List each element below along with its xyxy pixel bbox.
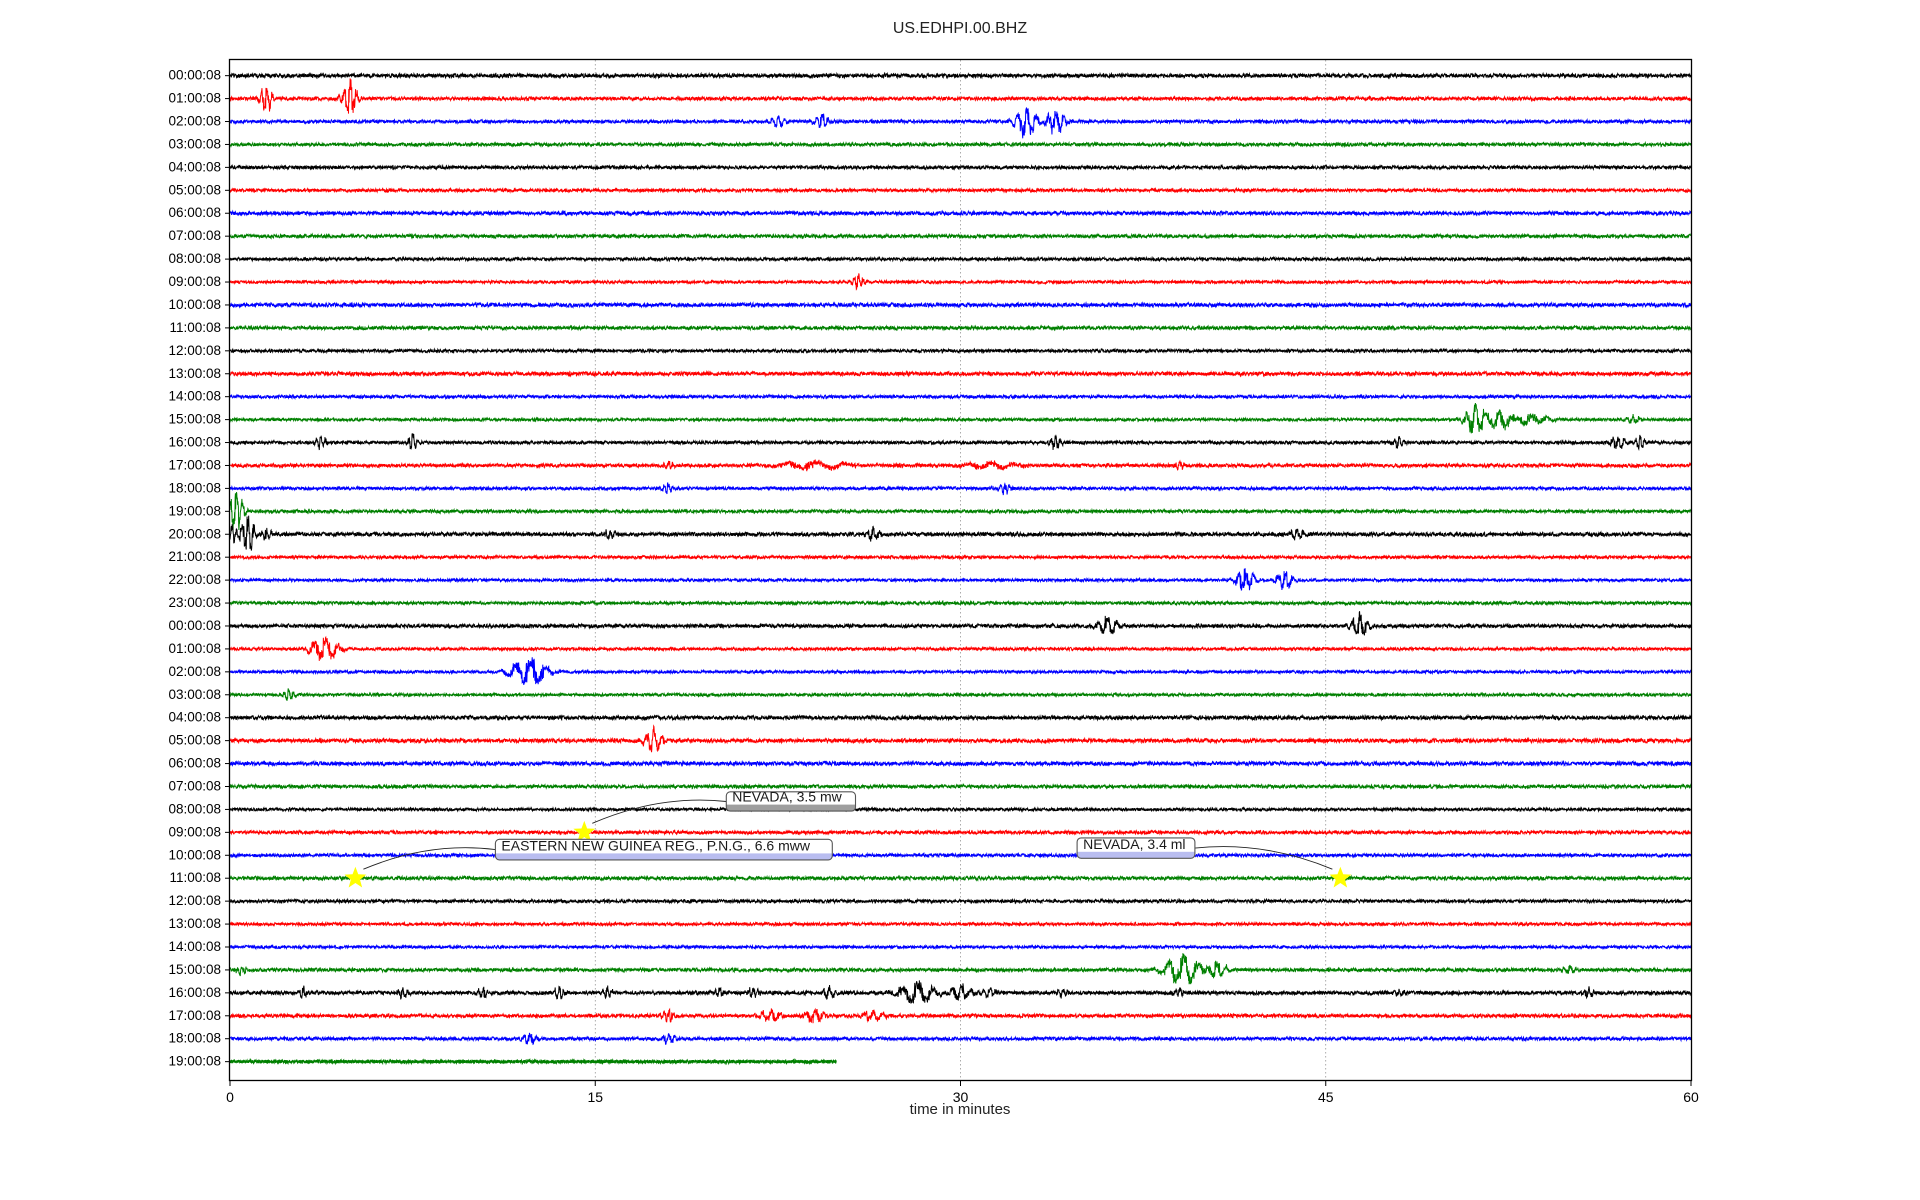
svg-text:0: 0: [226, 1089, 234, 1105]
svg-text:60: 60: [1683, 1089, 1699, 1105]
svg-text:02:00:08: 02:00:08: [168, 664, 221, 679]
svg-text:13:00:08: 13:00:08: [168, 916, 221, 931]
svg-text:17:00:08: 17:00:08: [168, 1008, 221, 1023]
svg-text:21:00:08: 21:00:08: [168, 549, 221, 564]
svg-text:04:00:08: 04:00:08: [168, 710, 221, 725]
svg-text:18:00:08: 18:00:08: [168, 1031, 221, 1046]
svg-text:13:00:08: 13:00:08: [168, 366, 221, 381]
svg-text:03:00:08: 03:00:08: [168, 687, 221, 702]
svg-text:09:00:08: 09:00:08: [168, 274, 221, 289]
svg-text:11:00:08: 11:00:08: [169, 320, 221, 335]
svg-text:06:00:08: 06:00:08: [168, 756, 221, 771]
svg-text:23:00:08: 23:00:08: [168, 595, 221, 610]
svg-text:04:00:08: 04:00:08: [168, 159, 221, 174]
svg-text:15: 15: [587, 1089, 603, 1105]
svg-text:11:00:08: 11:00:08: [169, 870, 221, 885]
svg-text:22:00:08: 22:00:08: [168, 572, 221, 587]
svg-text:00:00:08: 00:00:08: [168, 618, 221, 633]
svg-text:08:00:08: 08:00:08: [168, 801, 221, 816]
svg-text:NEVADA, 3.4 ml: NEVADA, 3.4 ml: [1083, 836, 1185, 852]
svg-text:17:00:08: 17:00:08: [168, 457, 221, 472]
svg-text:14:00:08: 14:00:08: [168, 389, 221, 404]
svg-text:45: 45: [1318, 1089, 1334, 1105]
svg-text:05:00:08: 05:00:08: [168, 182, 221, 197]
svg-text:09:00:08: 09:00:08: [168, 824, 221, 839]
svg-text:12:00:08: 12:00:08: [168, 343, 221, 358]
svg-text:30: 30: [953, 1089, 969, 1105]
svg-text:10:00:08: 10:00:08: [168, 297, 221, 312]
svg-text:07:00:08: 07:00:08: [168, 228, 221, 243]
svg-text:01:00:08: 01:00:08: [168, 641, 221, 656]
svg-text:EASTERN NEW GUINEA REG., P.N.G: EASTERN NEW GUINEA REG., P.N.G., 6.6 mww: [501, 837, 810, 853]
svg-text:00:00:08: 00:00:08: [168, 68, 221, 83]
svg-text:03:00:08: 03:00:08: [168, 136, 221, 151]
svg-text:01:00:08: 01:00:08: [168, 91, 221, 106]
svg-text:16:00:08: 16:00:08: [168, 985, 221, 1000]
svg-text:08:00:08: 08:00:08: [168, 251, 221, 266]
svg-text:10:00:08: 10:00:08: [168, 847, 221, 862]
svg-text:20:00:08: 20:00:08: [168, 526, 221, 541]
svg-text:14:00:08: 14:00:08: [168, 939, 221, 954]
svg-text:NEVADA, 3.5 mw: NEVADA, 3.5 mw: [732, 789, 842, 805]
svg-text:06:00:08: 06:00:08: [168, 205, 221, 220]
svg-text:07:00:08: 07:00:08: [168, 778, 221, 793]
svg-text:12:00:08: 12:00:08: [168, 893, 221, 908]
svg-text:19:00:08: 19:00:08: [168, 1054, 221, 1069]
svg-text:15:00:08: 15:00:08: [168, 412, 221, 427]
svg-text:18:00:08: 18:00:08: [168, 480, 221, 495]
svg-text:15:00:08: 15:00:08: [168, 962, 221, 977]
svg-text:02:00:08: 02:00:08: [168, 114, 221, 129]
svg-text:16:00:08: 16:00:08: [168, 435, 221, 450]
svg-text:05:00:08: 05:00:08: [168, 733, 221, 748]
svg-text:19:00:08: 19:00:08: [168, 503, 221, 518]
